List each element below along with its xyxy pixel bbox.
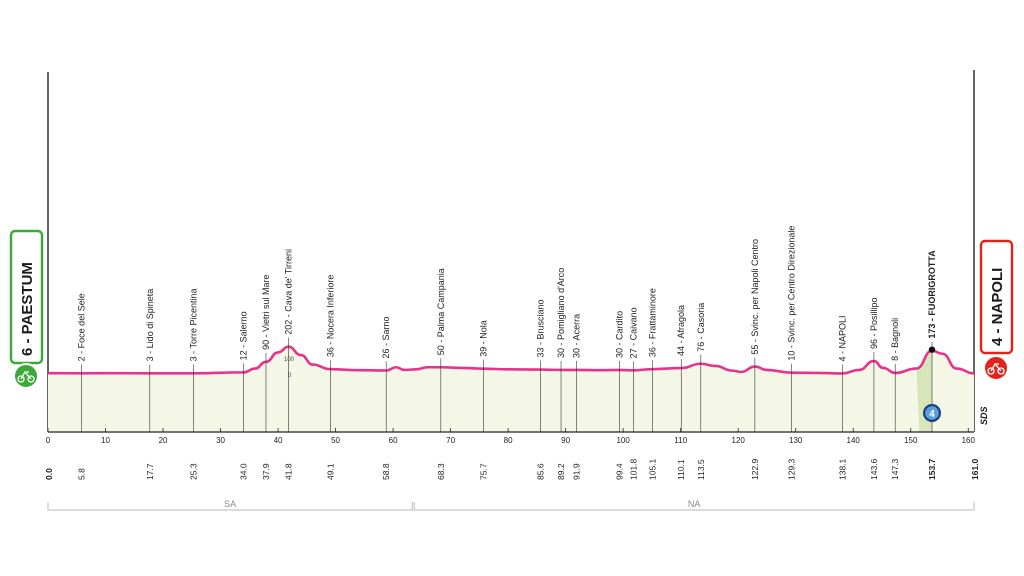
region-label: SA: [224, 499, 236, 509]
waypoint-km: 129.3: [787, 458, 797, 480]
svg-text:4: 4: [929, 409, 935, 420]
waypoint-name: 3 - Lido di Spineta: [145, 289, 155, 362]
region-bracket: [413, 502, 975, 511]
start-label: 6 - PAESTUM: [19, 262, 36, 356]
start-badge: 6 - PAESTUM: [9, 229, 44, 389]
waypoint-name: 55 - Svinc. per Napoli Centro: [750, 239, 760, 355]
waypoint-name: 39 - Nola: [478, 320, 488, 357]
profile-line: [47, 345, 975, 375]
x-axis-ticks: 0 10 20 30 40 50 60 70 80 90 100 110 120 130 140 150 160: [46, 428, 976, 445]
waypoint-km: 25.3: [189, 463, 199, 480]
start-km: 0.0: [44, 468, 54, 480]
x-tick-label: 160: [962, 436, 976, 445]
waypoint-km: 34.0: [239, 463, 249, 480]
waypoint-name: 44 - Afragola: [676, 305, 686, 356]
x-tick-label: 70: [446, 436, 455, 445]
profile-area: [48, 346, 974, 432]
waypoint-name: 30 - Acerra: [572, 314, 582, 358]
waypoint-km: 85.6: [535, 463, 545, 480]
waypoint-name: 36 - Frattaminore: [647, 288, 657, 357]
waypoint-km: 89.2: [556, 463, 566, 480]
x-tick-label: 130: [789, 436, 803, 445]
waypoint-name: 27 - Caivano: [629, 307, 639, 358]
waypoint-name: 90 - Vietri sul Mare: [261, 274, 271, 349]
waypoint-km: 49.1: [325, 463, 335, 480]
waypoint-km: 37.9: [261, 463, 271, 480]
waypoint-name: 30 - Pomigliano d'Arco: [556, 268, 566, 358]
waypoint-name: 96 - Posillipo: [869, 298, 879, 350]
elev-label-0: 0: [288, 373, 292, 379]
summit-dot: [928, 346, 936, 353]
x-tick-label: 50: [331, 436, 340, 445]
waypoint-km: 5.8: [76, 468, 86, 480]
waypoint-km: 138.1: [837, 458, 847, 480]
waypoint-km: 101.8: [629, 458, 639, 480]
finish-icon: [983, 355, 1009, 381]
waypoint-name: 26 - Sarno: [381, 316, 391, 358]
x-tick-label: 120: [732, 436, 746, 445]
x-tick-label: 60: [389, 436, 398, 445]
waypoint-name: 2 - Foce del Sele: [76, 293, 86, 361]
x-tick-label: 20: [159, 436, 168, 445]
waypoint-km: 99.4: [615, 463, 625, 480]
elev-label-100: 100: [284, 357, 295, 363]
waypoint-name: 50 - Palma Campania: [436, 268, 446, 355]
waypoint-km: 143.6: [869, 458, 879, 480]
waypoint-km: 122.9: [750, 458, 760, 480]
waypoint-name: 4 - NAPOLI: [837, 315, 847, 361]
x-tick-label: 0: [46, 436, 51, 445]
x-tick-label: 80: [504, 436, 513, 445]
waypoint-km: 75.7: [478, 463, 488, 480]
finish-label: 4 - NAPOLI: [989, 268, 1006, 346]
region-brackets: SA NA: [47, 499, 975, 511]
x-tick-label: 90: [561, 436, 570, 445]
waypoint-name: 202 - Cava de' Tirreni: [283, 249, 293, 335]
start-icon: [13, 363, 39, 389]
region-bracket: [47, 502, 413, 511]
waypoint-km: 91.9: [572, 463, 582, 480]
x-tick-label: 100: [616, 436, 630, 445]
x-tick-label: 150: [904, 436, 918, 445]
x-tick-label: 30: [216, 436, 225, 445]
x-tick-label: 110: [674, 436, 687, 445]
climb-category-badge: 4: [923, 404, 941, 422]
waypoint-name: 173 - FUORIGROTTA: [927, 250, 937, 339]
waypoint-name: 76 - Casoria: [696, 303, 706, 352]
waypoint-name: 3 - Torre Picentina: [189, 288, 199, 361]
finish-km: 161.0: [970, 458, 980, 480]
waypoint-km: 153.7: [927, 458, 937, 480]
waypoint-km: 110.1: [676, 459, 686, 480]
waypoint-name: 30 - Cardito: [615, 311, 625, 358]
waypoint-km: 41.8: [283, 463, 293, 480]
waypoint-name: 33 - Brusciano: [535, 300, 545, 358]
waypoint-labels: 2 - Foce del Sele 3 - Lido di Spineta 3 - …: [76, 226, 937, 432]
waypoint-name: 8 - Bagnoli: [890, 318, 900, 361]
waypoint-km: 17.7: [145, 463, 155, 480]
waypoint-name: 12 - Salerno: [239, 311, 249, 360]
km-labels: 5.8 17.7 25.3 34.0 37.9 41.8 49.1 58.8 68.3 75.7 8…: [44, 458, 980, 480]
x-tick-label: 40: [274, 436, 283, 445]
region-label: NA: [688, 499, 701, 509]
sds-badge: SDS: [979, 406, 989, 425]
waypoint-km: 58.8: [381, 463, 391, 480]
waypoint-name: 36 - Nocera Inferiore: [325, 275, 335, 358]
waypoint-km: 113.5: [696, 459, 706, 480]
x-tick-label: 10: [101, 436, 110, 445]
x-tick-label: 140: [847, 436, 861, 445]
waypoint-km: 68.3: [436, 463, 446, 480]
waypoint-name: 10 - Svinc. per Centro Direzionale: [787, 226, 797, 361]
finish-badge: 4 - NAPOLI: [979, 239, 1014, 381]
waypoint-km: 105.1: [647, 458, 657, 480]
waypoint-km: 147.3: [890, 458, 900, 480]
